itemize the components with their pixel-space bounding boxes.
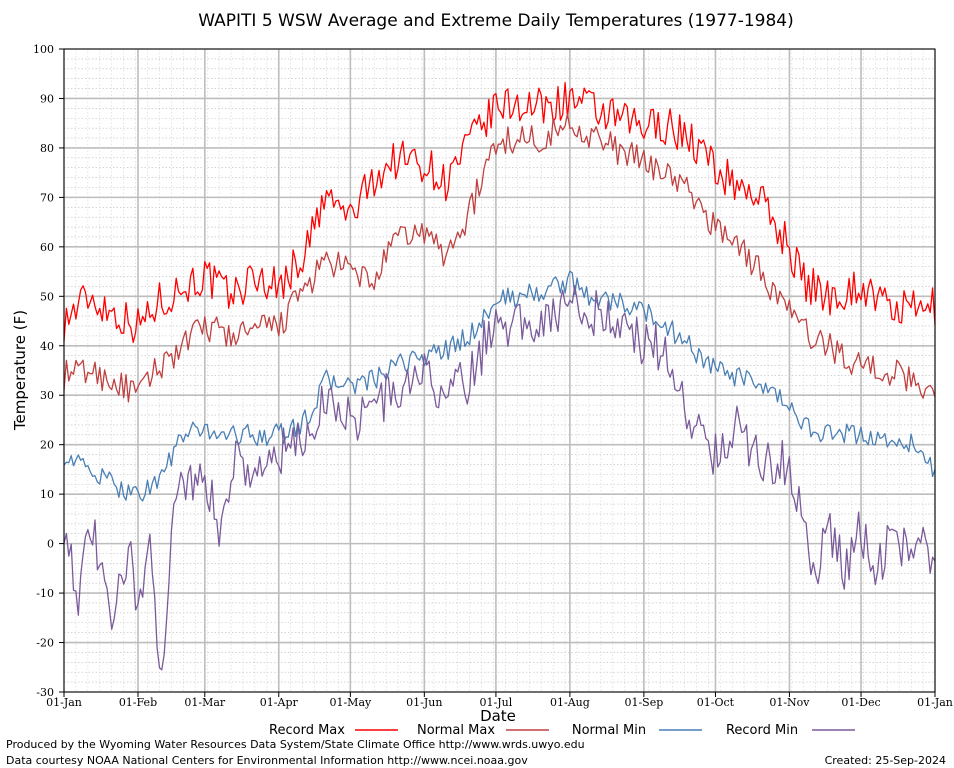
y-tick-label: -30 xyxy=(36,686,54,699)
series-line-record-min xyxy=(63,285,936,671)
x-tick-label: 01-Feb xyxy=(119,696,157,709)
x-tick-label: 01-Jul xyxy=(480,696,513,709)
plot-frame xyxy=(63,48,936,693)
y-tick-label: 80 xyxy=(40,142,54,155)
x-tick-label: 01-May xyxy=(329,696,372,709)
footer-produced-by: Produced by the Wyoming Water Resources … xyxy=(6,738,585,751)
series-line-record-max xyxy=(63,81,936,344)
y-tick-label: 90 xyxy=(40,92,54,105)
y-tick-label: -10 xyxy=(36,587,54,600)
x-tick-label: 01-Sep xyxy=(624,696,663,709)
grid xyxy=(63,48,936,693)
y-tick-label: 60 xyxy=(40,241,54,254)
x-tick-label: 01-Jun xyxy=(406,696,442,709)
legend-label-record-min: Record Min xyxy=(726,723,798,738)
chart-title: WAPITI 5 WSW Average and Extreme Daily T… xyxy=(198,11,793,31)
series-lines xyxy=(63,81,936,671)
x-tick-label: 01-Oct xyxy=(697,696,735,709)
y-tick-label: 70 xyxy=(40,191,54,204)
y-axis-label: Temperature (F) xyxy=(11,310,29,431)
x-axis-ticks: 01-Jan 01-Feb 01-Mar 01-Apr 01-May 01-Jun 01-J… xyxy=(46,692,953,709)
y-tick-label: 40 xyxy=(40,340,54,353)
series-line-normal-min xyxy=(63,270,936,502)
legend-label-record-max: Record Max xyxy=(269,723,345,738)
x-tick-label: 01-Nov xyxy=(769,696,810,709)
y-tick-label: -20 xyxy=(36,637,54,650)
legend-label-normal-min: Normal Min xyxy=(572,723,646,738)
footer-data-source: Data courtesy NOAA National Centers for … xyxy=(6,754,528,767)
x-axis-label: Date xyxy=(480,707,516,725)
y-tick-label: 20 xyxy=(40,439,54,452)
x-tick-label: 01-Mar xyxy=(184,696,226,709)
x-tick-label: 01-Apr xyxy=(260,696,299,709)
y-tick-label: 100 xyxy=(33,43,54,56)
y-tick-label: 50 xyxy=(40,290,54,303)
series-line-normal-max xyxy=(63,113,936,403)
footer-created-date: Created: 25-Sep-2024 xyxy=(824,754,946,767)
y-tick-label: 30 xyxy=(40,389,54,402)
x-tick-label: 01-Aug xyxy=(550,696,590,709)
y-tick-label: 10 xyxy=(40,488,54,501)
x-tick-label: 01-Jan xyxy=(917,696,953,709)
x-tick-label: 01-Jan xyxy=(46,696,82,709)
legend-label-normal-max: Normal Max xyxy=(417,723,495,738)
y-tick-label: 0 xyxy=(47,538,54,551)
x-tick-label: 01-Dec xyxy=(841,696,880,709)
legend: Record Max Normal Max Normal Min Record Min xyxy=(269,723,855,738)
